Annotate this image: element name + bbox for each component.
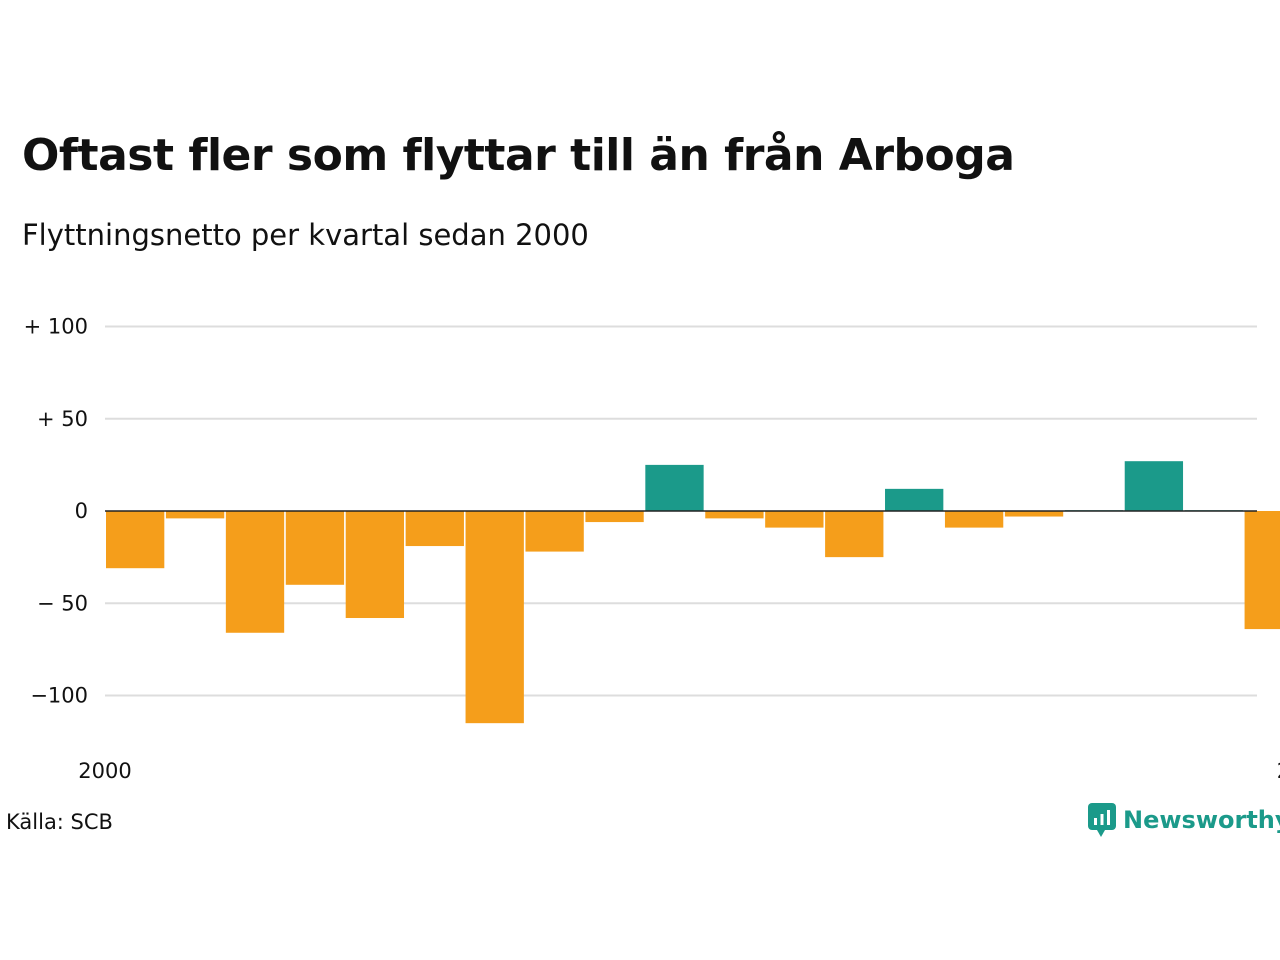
y-tick-label: 0 xyxy=(75,499,88,523)
chart-subtitle: Flyttningsnetto per kvartal sedan 2000 xyxy=(22,218,589,252)
y-tick-label: + 50 xyxy=(37,407,88,431)
brand-name: Newsworthy xyxy=(1123,806,1280,834)
brand-logo: Newsworthy xyxy=(1088,803,1280,837)
bar xyxy=(225,511,285,633)
y-tick-label: − 50 xyxy=(37,591,88,615)
bar xyxy=(705,511,764,519)
bar xyxy=(525,511,584,552)
bar xyxy=(1124,461,1184,511)
y-tick-label: −100 xyxy=(30,684,88,708)
axes: + 100+ 500− 50−10020002005201020152020 xyxy=(24,315,1280,784)
chart-title: Oftast fler som flyttar till än från Arb… xyxy=(22,130,1015,181)
x-tick-label: 2000 xyxy=(78,759,131,783)
bar xyxy=(645,464,704,512)
bar xyxy=(465,511,524,724)
bar xyxy=(285,511,345,585)
bars xyxy=(106,461,1280,724)
bar xyxy=(825,511,884,558)
bar xyxy=(1004,511,1064,517)
bar xyxy=(1244,511,1280,630)
bar xyxy=(165,511,225,519)
y-tick-label: + 100 xyxy=(24,315,88,339)
bar xyxy=(944,511,1004,528)
bar xyxy=(765,511,824,528)
bar xyxy=(106,511,165,569)
bar-chart: + 100+ 500− 50−10020002005201020152020 xyxy=(24,315,1280,784)
bar xyxy=(885,488,944,511)
bar xyxy=(345,511,405,619)
source-note: Källa: SCB xyxy=(6,810,113,834)
grid-lines xyxy=(105,325,1257,697)
newsworthy-logo-icon xyxy=(1088,803,1116,837)
bar xyxy=(585,511,644,523)
x-tick-label: 2005 xyxy=(1277,759,1280,783)
bar xyxy=(405,511,464,547)
